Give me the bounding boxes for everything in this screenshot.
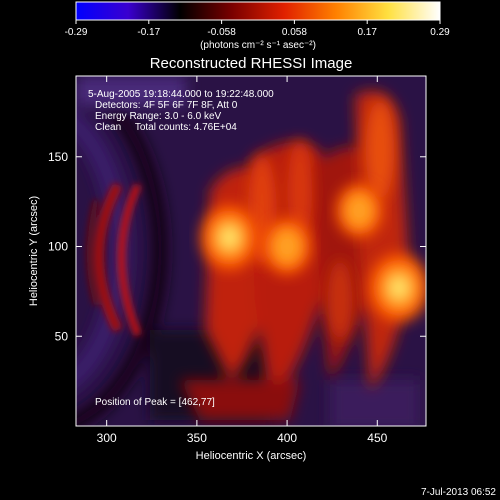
x-tick-label: 350 (187, 431, 207, 445)
x-tick-label: 300 (97, 431, 117, 445)
chart-title: Reconstructed RHESSI Image (150, 55, 353, 72)
peak-label: Position of Peak = [462,77] (95, 397, 215, 408)
colorbar-tick-label: -0.058 (207, 27, 236, 38)
source-blob (262, 218, 312, 275)
colorbar-tick-label: 0.058 (282, 27, 307, 38)
y-tick-label: 50 (55, 329, 69, 343)
info-line-1: 5-Aug-2005 19:18:44.000 to 19:22:48.000 (88, 89, 274, 100)
footer-timestamp: 7-Jul-2013 06:52 (421, 487, 496, 498)
y-tick-label: 100 (48, 240, 68, 254)
image-area (76, 76, 426, 426)
arc-features (86, 182, 142, 337)
colorbar-tick-label: 0.17 (357, 27, 377, 38)
source-blob (368, 253, 426, 322)
colorbar-tick-label: -0.29 (65, 27, 88, 38)
y-tick-label: 150 (48, 150, 68, 164)
colorbar-ticks: -0.29 -0.17 -0.058 0.058 0.17 0.29 (65, 20, 450, 38)
info-line-4: Clean Total counts: 4.76E+04 (95, 122, 237, 133)
y-axis-ticks: 50 100 150 (48, 150, 426, 343)
x-axis-label: Heliocentric X (arcsec) (196, 450, 307, 462)
source-blob (336, 183, 383, 238)
source-blob (200, 204, 258, 271)
colorbar (75, 1, 441, 21)
colorbar-tick-label: -0.17 (137, 27, 160, 38)
y-axis-label: Heliocentric Y (arcsec) (28, 196, 40, 306)
colorbar-label: (photons cm⁻² s⁻¹ asec⁻²) (200, 40, 316, 51)
x-tick-label: 400 (277, 431, 297, 445)
plot-frame (75, 75, 427, 427)
x-tick-label: 450 (367, 431, 387, 445)
info-line-2: Detectors: 4F 5F 6F 7F 8F, Att 0 (95, 100, 238, 111)
x-ray-sources (200, 183, 426, 322)
info-line-3: Energy Range: 3.0 - 6.0 keV (95, 111, 222, 122)
x-axis-ticks: 300 350 400 450 (97, 76, 388, 445)
colorbar-tick-label: 0.29 (430, 27, 450, 38)
